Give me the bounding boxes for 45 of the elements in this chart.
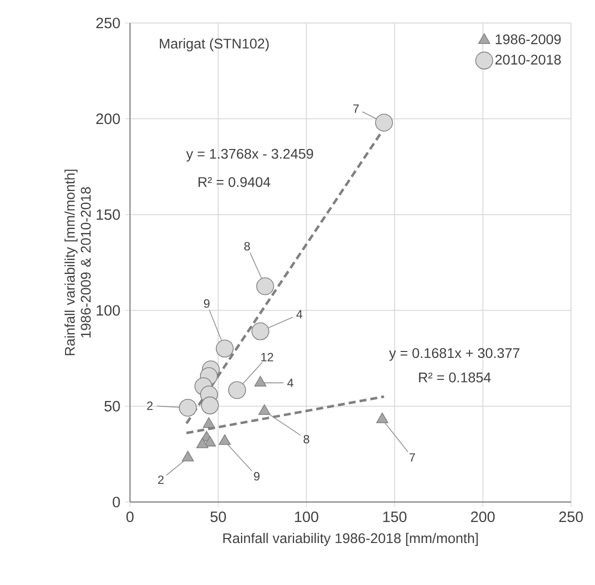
y-axis-title: Rainfall variability [mm/month] 1986-2009 & 2010-2018 (64, 170, 91, 356)
annotation: 12 (261, 352, 274, 362)
point (182, 450, 194, 462)
annotation: 7 (353, 104, 359, 113)
point (254, 376, 266, 386)
legend-label: 2010-2018 (495, 54, 561, 65)
point (178, 398, 197, 417)
annotation: 9 (204, 299, 210, 308)
x-tick-label: 250 (559, 512, 583, 522)
annotation: y = 0.1681x + 30.377 (389, 348, 520, 361)
point (228, 381, 246, 400)
point (376, 412, 388, 424)
annotation: 9 (254, 472, 260, 480)
point (218, 434, 231, 445)
y-tick-label: 100 (96, 305, 120, 316)
y-tick-label: 250 (96, 18, 120, 28)
point (196, 438, 208, 448)
x-tick-label: 0 (126, 512, 134, 522)
y-tick-label: 50 (104, 400, 120, 412)
annotation: 7 (410, 453, 415, 462)
annotation: R² = 0.9404 (198, 177, 270, 187)
y-tick-label: 0 (112, 496, 120, 508)
point (202, 417, 215, 428)
annotation: y = 1.3768x - 3.2459 (186, 148, 314, 162)
point (201, 396, 219, 414)
y-tick-label: 200 (96, 114, 120, 124)
legend-label: 1986-2009 (496, 34, 561, 44)
annotation: 2 (158, 476, 164, 484)
point (258, 404, 270, 415)
x-axis-title: Rainfall variability 1986-2018 [mm/month] (223, 532, 478, 546)
y-tick-label: 150 (96, 209, 120, 220)
annotation: R² = 0.1854 (419, 372, 491, 382)
x-tick-label: 150 (383, 512, 406, 522)
x-tick-label: 200 (471, 512, 495, 522)
annotation: 8 (304, 434, 310, 444)
annotation: 2 (147, 402, 153, 410)
x-tick-label: 50 (210, 512, 226, 522)
annotation: 4 (296, 310, 302, 318)
text: Marigat (STN102) (160, 38, 269, 52)
point (216, 340, 234, 358)
point (251, 322, 270, 340)
annotation: 4 (287, 378, 294, 387)
annotation: 8 (244, 242, 250, 250)
x-tick-label: 100 (295, 512, 318, 522)
point (256, 277, 274, 296)
